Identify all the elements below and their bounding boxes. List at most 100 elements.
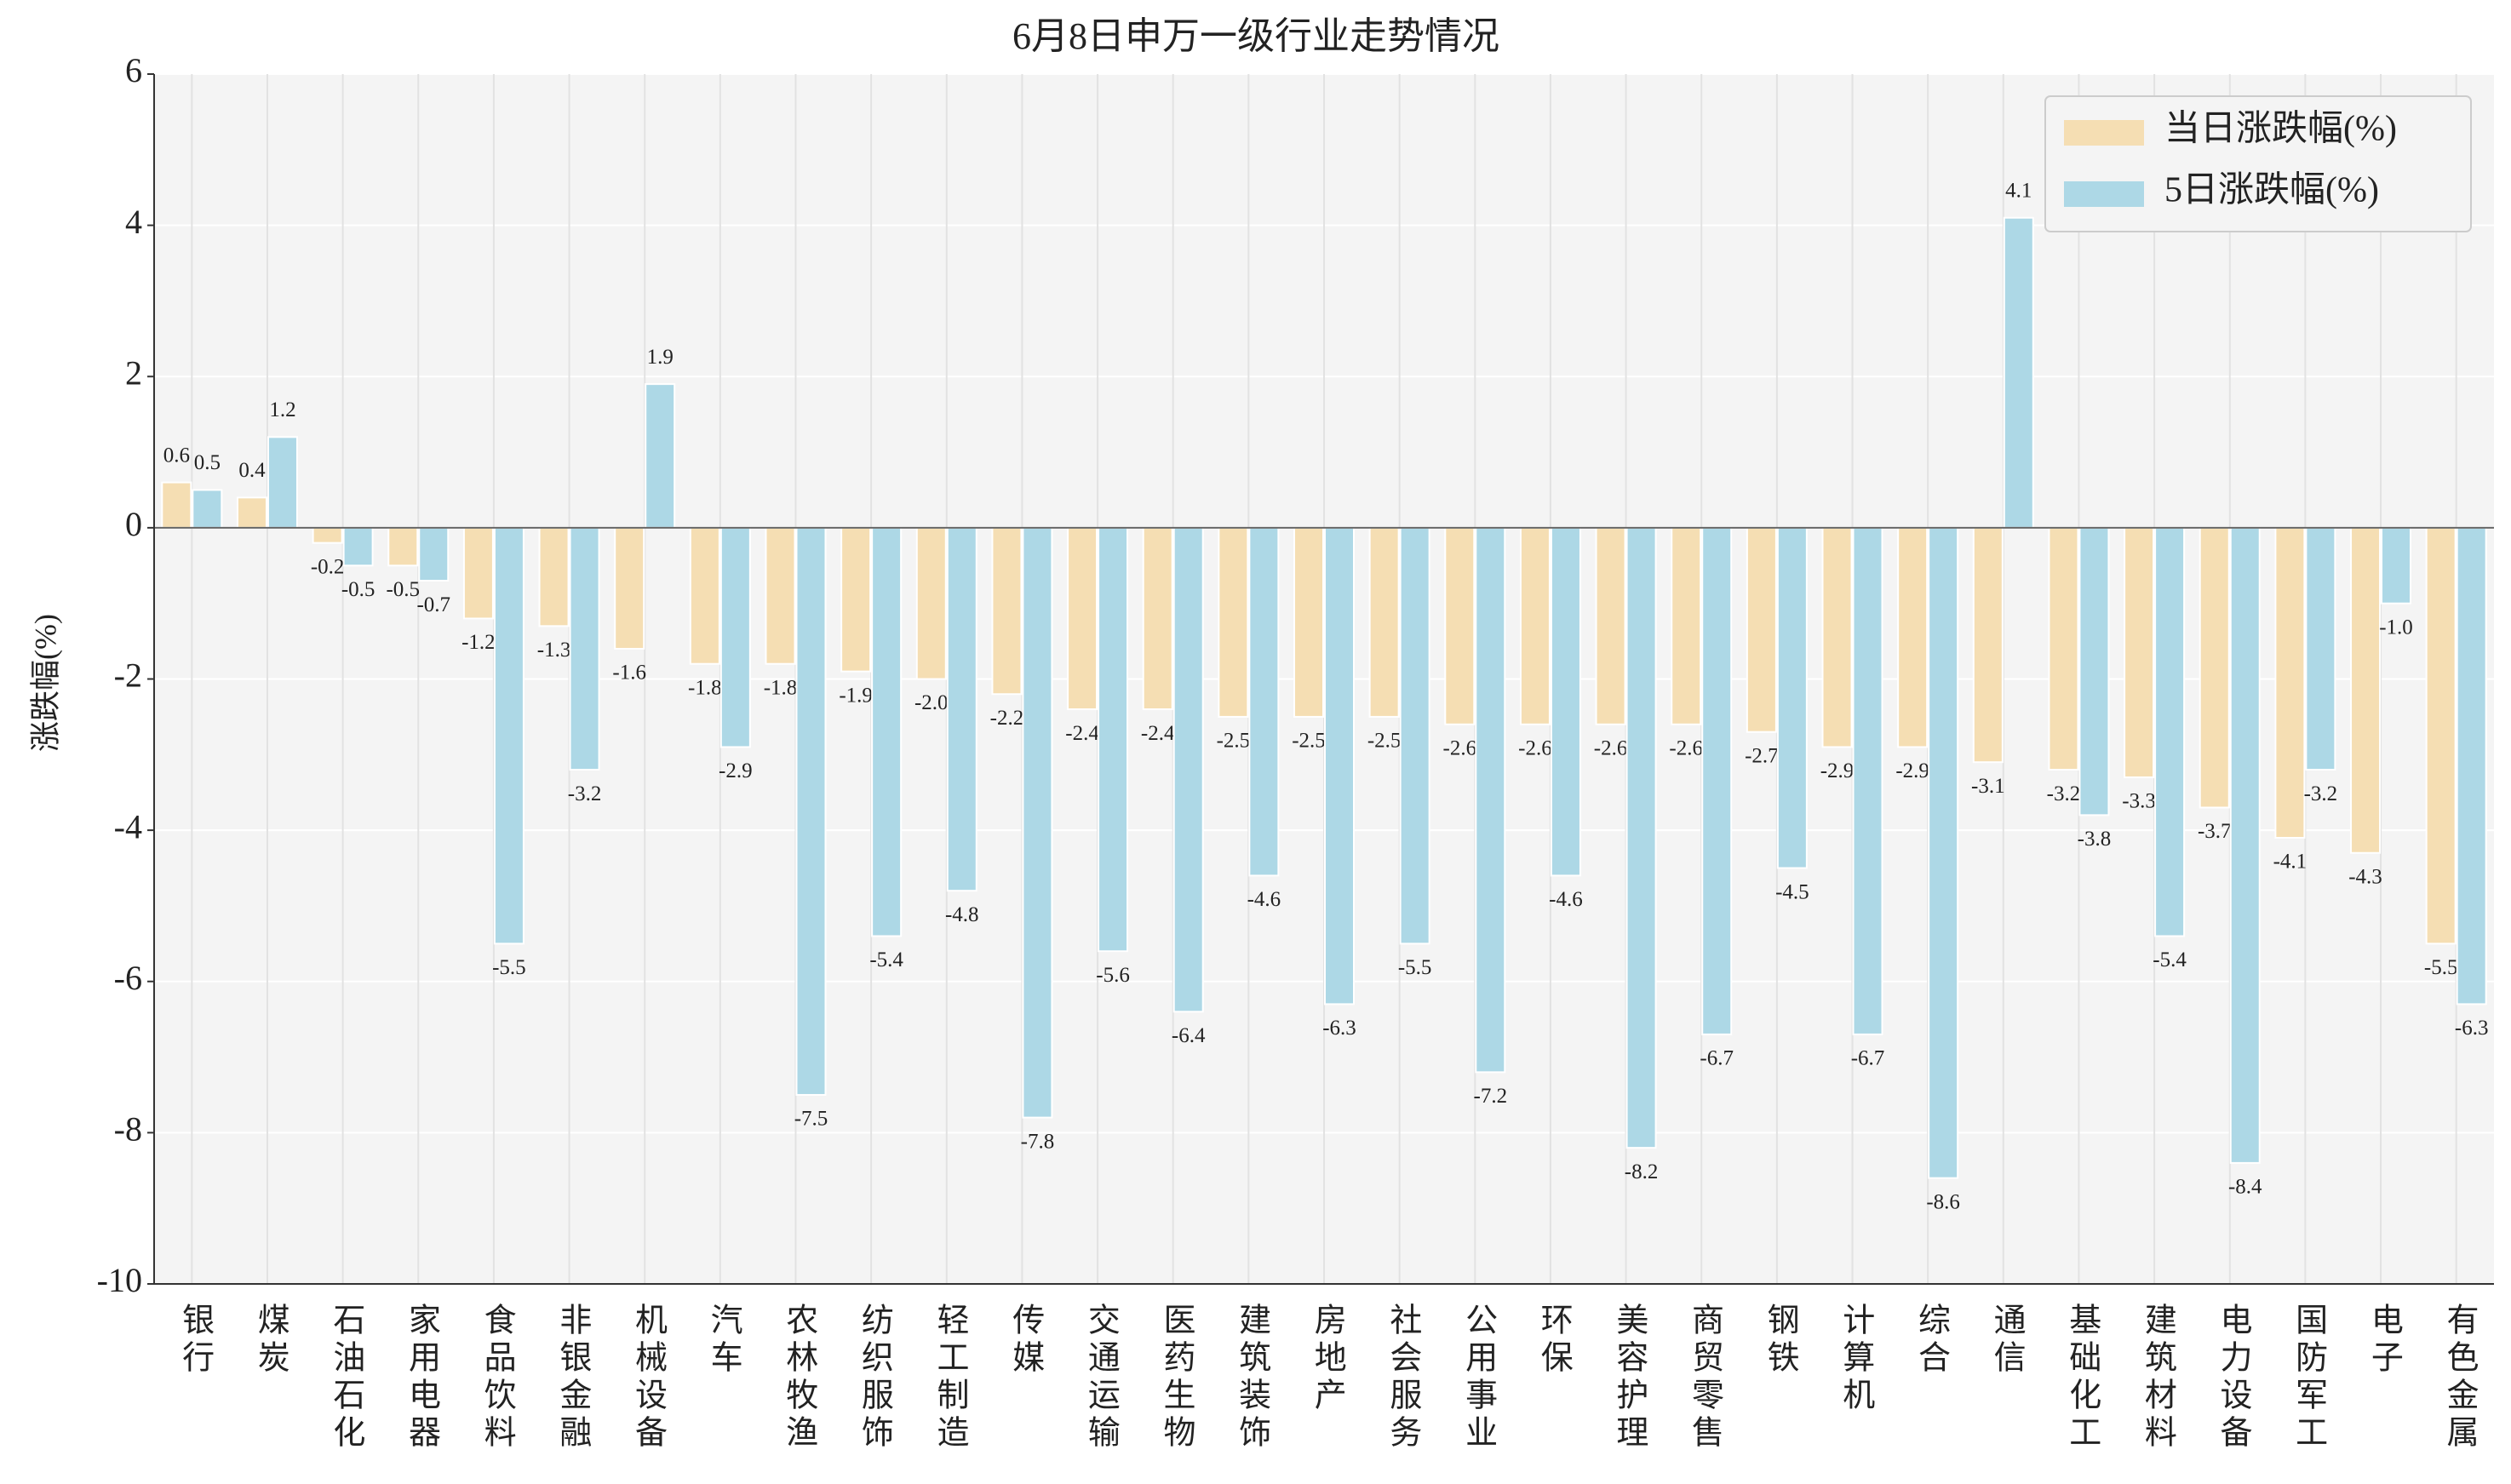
value-label: -3.2: [2047, 782, 2081, 805]
bar: [1293, 526, 1324, 718]
bar: [1821, 526, 1853, 748]
value-label: -2.5: [1367, 730, 1402, 753]
value-label: -5.5: [1398, 956, 1432, 979]
y-tick-label: -10: [97, 1261, 142, 1299]
value-label: -3.8: [2078, 828, 2112, 851]
value-label: -1.2: [461, 631, 496, 654]
y-tick-label: 4: [125, 203, 142, 241]
value-label: 0.5: [194, 451, 221, 474]
x-tick-label: 房地产: [1309, 1303, 1345, 1415]
x-tick-label: 国防军工: [2290, 1303, 2327, 1452]
bar: [1701, 526, 1733, 1035]
bar: [645, 383, 676, 529]
bar: [946, 526, 977, 892]
bar: [2078, 526, 2110, 816]
value-label: -5.4: [869, 948, 903, 971]
bar: [2003, 216, 2034, 529]
bar: [2305, 526, 2336, 771]
value-label: 0.4: [238, 459, 266, 482]
bar: [991, 526, 1023, 696]
bar: [1475, 526, 1506, 1074]
bar: [312, 526, 343, 544]
x-tick-label: 社会服务: [1384, 1303, 1421, 1452]
x-tick-label: 农林牧渔: [781, 1303, 817, 1452]
value-label: 1.9: [647, 346, 674, 369]
value-label: -2.6: [1443, 737, 1477, 760]
x-tick-label: 建筑装饰: [1234, 1303, 1270, 1452]
value-label: -0.7: [416, 593, 450, 616]
value-label: -1.8: [688, 676, 722, 699]
value-label: -8.6: [1926, 1190, 1960, 1213]
bar: [1248, 526, 1280, 877]
value-label: -8.2: [1625, 1160, 1659, 1183]
bar: [719, 526, 751, 748]
bar: [1067, 526, 1098, 711]
x-tick-label: 通信: [1988, 1303, 2025, 1378]
x-tick-label: 计算机: [1837, 1303, 1874, 1415]
chart-title: 6月8日申万一级行业走势情况: [1012, 15, 1499, 57]
y-tick-label: -8: [114, 1110, 142, 1149]
value-label: -0.2: [311, 555, 345, 578]
bar: [614, 526, 645, 650]
bar: [2350, 526, 2382, 854]
bar: [1172, 526, 1204, 1013]
x-tick-label: 煤炭: [252, 1303, 289, 1378]
value-label: -6.3: [2455, 1017, 2489, 1040]
value-label: -3.1: [1971, 775, 2005, 798]
x-tick-label: 汽车: [705, 1303, 742, 1378]
value-label: -4.8: [945, 903, 979, 926]
bar: [1928, 526, 1959, 1179]
value-label: -5.4: [2153, 948, 2187, 971]
value-label: -1.3: [537, 639, 571, 662]
bar: [840, 526, 872, 673]
x-tick-label: 美容护理: [1611, 1303, 1648, 1452]
value-label: -6.7: [1700, 1047, 1734, 1070]
value-label: -8.4: [2228, 1176, 2262, 1199]
y-tick-label: -4: [114, 807, 142, 845]
bar: [2381, 526, 2412, 604]
y-tick-label: 6: [125, 51, 142, 89]
bar: [1444, 526, 1476, 725]
bar: [1776, 526, 1808, 869]
bar: [1852, 526, 1883, 1035]
value-label: -0.5: [341, 578, 376, 601]
value-label: -2.7: [1745, 744, 1779, 767]
x-tick-label: 综合: [1912, 1303, 1949, 1378]
value-label: -2.6: [1518, 737, 1552, 760]
x-tick-label: 轻工制造: [932, 1303, 968, 1452]
value-label: 4.1: [2005, 179, 2032, 202]
legend-swatch: [2064, 120, 2144, 146]
bar: [1324, 526, 1355, 1006]
bar: [538, 526, 570, 627]
bar: [871, 526, 903, 937]
bar: [493, 526, 525, 945]
value-label: -2.4: [1065, 722, 1099, 745]
value-label: -2.9: [1820, 759, 1855, 782]
legend-label: 当日涨跌幅(%): [2164, 110, 2397, 149]
value-label: -3.7: [2198, 820, 2232, 843]
y-tick-label: 0: [125, 505, 142, 543]
bar: [267, 436, 298, 529]
value-label: 1.2: [269, 398, 295, 421]
bar: [1142, 526, 1173, 711]
x-tick-label: 电力设备: [2215, 1303, 2251, 1452]
value-label: -1.9: [839, 684, 873, 707]
bar: [2274, 526, 2306, 839]
value-label: -2.0: [914, 691, 949, 714]
bar: [1022, 526, 1053, 1119]
value-label: -7.5: [794, 1108, 828, 1131]
bar: [2048, 526, 2079, 771]
legend-box: [2044, 95, 2472, 232]
x-tick-label: 基础化工: [2064, 1303, 2101, 1452]
x-tick-label: 公用事业: [1460, 1303, 1497, 1452]
x-tick-label: 建筑材料: [2139, 1303, 2176, 1452]
x-tick-label: 家用电器: [404, 1303, 440, 1452]
bar: [765, 526, 796, 665]
value-label: -5.6: [1096, 964, 1130, 987]
value-label: -4.3: [2348, 866, 2382, 889]
value-label: -2.9: [1895, 759, 1929, 782]
x-tick-label: 银行: [177, 1303, 215, 1378]
value-label: -2.9: [719, 759, 753, 782]
x-tick-label: 钢铁: [1762, 1303, 1798, 1378]
bar: [1595, 526, 1626, 725]
